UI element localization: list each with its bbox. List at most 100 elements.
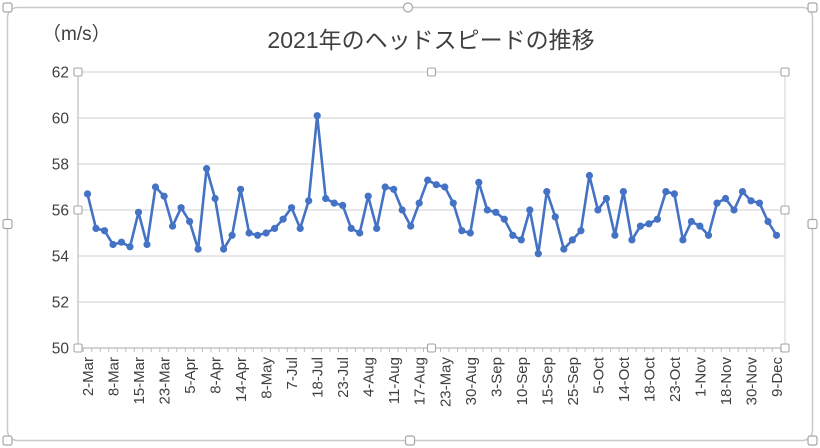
- series-line[interactable]: [86, 114, 778, 255]
- data-point[interactable]: [670, 190, 679, 198]
- chart-resize-handle-middle-left[interactable]: [2, 218, 13, 230]
- data-point[interactable]: [203, 165, 211, 173]
- data-point[interactable]: [237, 185, 245, 193]
- chart-resize-handle-top-center[interactable]: [402, 2, 414, 13]
- data-point[interactable]: [619, 188, 628, 196]
- data-point[interactable]: [636, 222, 645, 230]
- data-point[interactable]: [500, 215, 508, 223]
- data-point[interactable]: [186, 217, 194, 226]
- data-point[interactable]: [83, 190, 92, 198]
- data-point[interactable]: [100, 227, 109, 235]
- data-point[interactable]: [134, 208, 143, 216]
- data-point[interactable]: [126, 243, 134, 251]
- plot-area-handle-top-right[interactable]: [780, 67, 790, 77]
- data-point[interactable]: [220, 245, 228, 253]
- data-point[interactable]: [271, 224, 279, 232]
- data-point[interactable]: [747, 197, 755, 205]
- data-point[interactable]: [662, 188, 670, 196]
- data-point[interactable]: [262, 229, 270, 237]
- data-point[interactable]: [730, 206, 738, 214]
- data-point[interactable]: [398, 206, 406, 214]
- chart-resize-handle-top-right[interactable]: [807, 2, 818, 13]
- data-point[interactable]: [568, 236, 577, 244]
- data-point[interactable]: [628, 236, 636, 244]
- data-point[interactable]: [356, 229, 364, 237]
- data-point[interactable]: [509, 231, 517, 239]
- data-point[interactable]: [347, 224, 355, 232]
- data-point[interactable]: [594, 206, 602, 214]
- data-point[interactable]: [696, 222, 704, 230]
- chart-resize-handle-bottom-left[interactable]: [2, 435, 13, 446]
- data-point[interactable]: [526, 206, 534, 214]
- chart-resize-handle-middle-right[interactable]: [807, 218, 818, 230]
- data-point[interactable]: [772, 231, 781, 239]
- data-point[interactable]: [160, 192, 168, 200]
- data-point[interactable]: [296, 224, 304, 232]
- plot-area-handle-middle-left[interactable]: [73, 205, 83, 215]
- data-point[interactable]: [407, 222, 415, 230]
- chart-resize-handle-bottom-right[interactable]: [807, 435, 818, 446]
- chart-resize-handle-bottom-center[interactable]: [404, 435, 416, 446]
- data-point[interactable]: [245, 229, 253, 237]
- data-point[interactable]: [755, 199, 764, 207]
- data-point[interactable]: [390, 185, 398, 193]
- data-point[interactable]: [373, 224, 381, 232]
- data-point[interactable]: [305, 197, 313, 205]
- data-point[interactable]: [194, 245, 202, 253]
- data-point[interactable]: [517, 236, 525, 244]
- data-point[interactable]: [330, 199, 338, 207]
- data-point[interactable]: [313, 112, 321, 120]
- data-point[interactable]: [483, 206, 491, 214]
- data-point[interactable]: [322, 194, 330, 203]
- data-point[interactable]: [254, 231, 262, 239]
- data-point[interactable]: [738, 188, 747, 196]
- y-axis-unit-label[interactable]: （m/s）: [42, 23, 111, 45]
- data-point[interactable]: [466, 229, 474, 237]
- data-point[interactable]: [687, 217, 696, 226]
- data-point[interactable]: [585, 171, 594, 180]
- data-point[interactable]: [551, 213, 559, 221]
- data-point[interactable]: [364, 192, 372, 200]
- data-point[interactable]: [151, 183, 160, 191]
- data-point[interactable]: [560, 245, 568, 253]
- data-point[interactable]: [441, 183, 449, 191]
- data-point[interactable]: [602, 194, 611, 203]
- data-point[interactable]: [117, 238, 126, 246]
- plot-area-handle-bottom-right[interactable]: [780, 343, 790, 353]
- data-point[interactable]: [211, 194, 219, 203]
- data-point[interactable]: [492, 208, 500, 216]
- data-point[interactable]: [415, 199, 423, 207]
- data-point[interactable]: [449, 199, 457, 207]
- data-point[interactable]: [679, 236, 687, 244]
- data-point[interactable]: [143, 240, 151, 249]
- data-point[interactable]: [653, 215, 662, 223]
- data-point[interactable]: [339, 201, 347, 209]
- data-point[interactable]: [228, 231, 236, 239]
- data-point[interactable]: [713, 199, 721, 207]
- data-point[interactable]: [279, 215, 287, 223]
- data-point[interactable]: [721, 194, 730, 203]
- plot-area-handle-middle-right[interactable]: [780, 205, 790, 215]
- data-point[interactable]: [92, 224, 100, 232]
- data-point[interactable]: [288, 204, 296, 212]
- plot-area-handle-bottom-center[interactable]: [426, 343, 437, 353]
- data-point[interactable]: [645, 220, 653, 228]
- data-point[interactable]: [577, 227, 585, 235]
- data-point[interactable]: [169, 222, 177, 230]
- data-point[interactable]: [381, 183, 389, 191]
- data-point[interactable]: [611, 231, 619, 239]
- data-point[interactable]: [475, 178, 483, 186]
- chart-resize-handle-top-left[interactable]: [2, 2, 13, 13]
- plot-area-handle-bottom-left[interactable]: [73, 343, 83, 353]
- plot-area-handle-top-center[interactable]: [426, 67, 437, 77]
- data-point[interactable]: [177, 204, 185, 212]
- data-point[interactable]: [704, 231, 713, 239]
- data-point[interactable]: [458, 227, 466, 235]
- data-point[interactable]: [764, 217, 772, 226]
- data-point[interactable]: [109, 240, 117, 249]
- data-point[interactable]: [424, 176, 432, 184]
- plot-area-handle-top-left[interactable]: [73, 67, 83, 77]
- chart-title[interactable]: 2021年のヘッドスピードの推移: [267, 27, 594, 53]
- data-point[interactable]: [543, 188, 551, 196]
